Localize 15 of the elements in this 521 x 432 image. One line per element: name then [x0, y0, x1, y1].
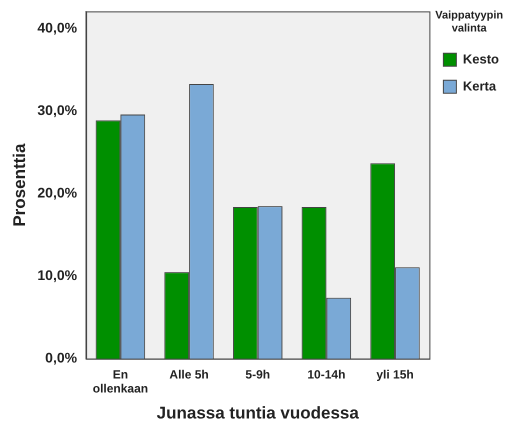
y-tick-label: 10,0%	[37, 267, 78, 284]
y-tick-label: 40,0%	[37, 20, 78, 36]
legend-label: Kesto	[462, 51, 500, 66]
y-tick-label: 20,0%	[37, 184, 78, 201]
y-tick-label: 30,0%	[37, 102, 78, 118]
legend-label: Kerta	[462, 78, 497, 94]
x-tick-label: Alle 5h	[169, 367, 209, 382]
y-tick-label: 0,0%	[45, 350, 78, 366]
x-axis-title: Junassa tuntia vuodessa	[156, 403, 360, 422]
x-tick-label: En ollenkaan	[92, 367, 148, 396]
x-tick-label: 10-14h	[307, 367, 346, 382]
y-axis-title: Prosenttia	[10, 142, 29, 227]
legend-title: Vaippatyypin valinta	[435, 10, 504, 35]
x-tick-label: 5-9h	[245, 367, 270, 382]
x-tick-label: yli 15h	[376, 367, 414, 382]
